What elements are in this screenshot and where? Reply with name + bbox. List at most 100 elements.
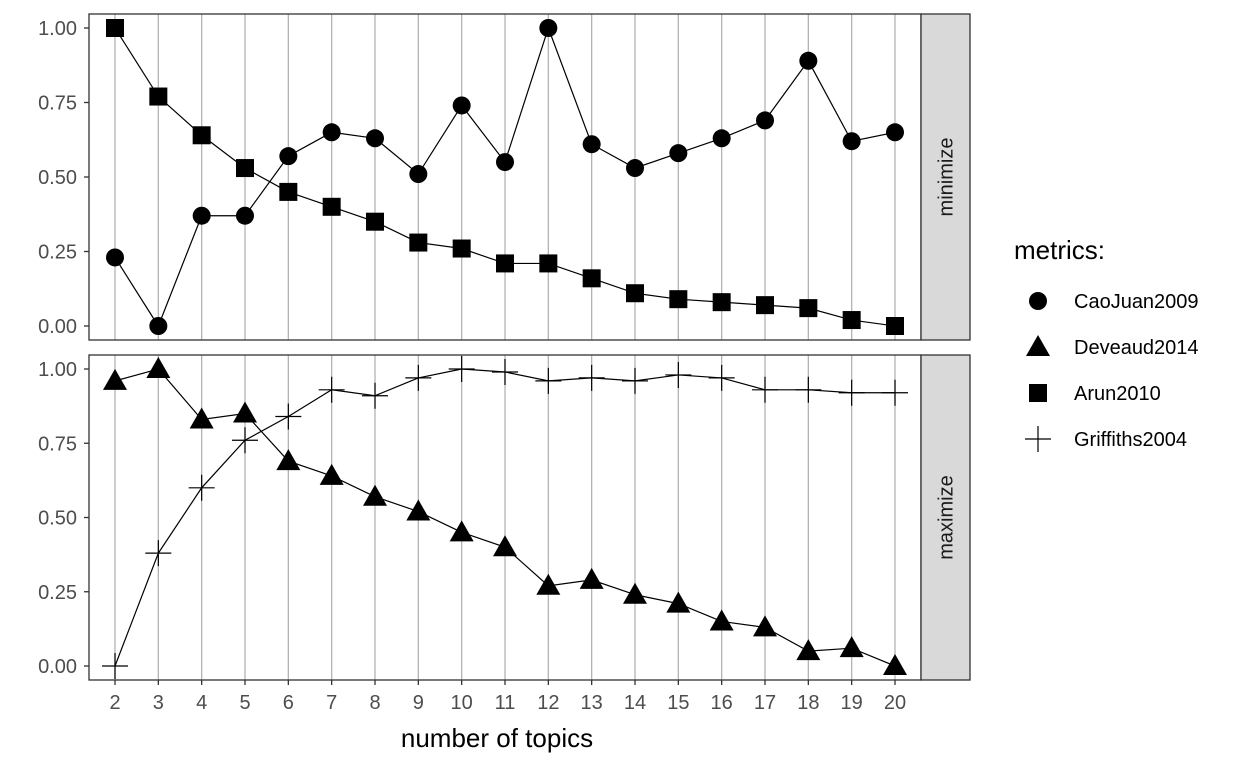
data-point bbox=[366, 212, 384, 231]
strip-label: minimize bbox=[936, 138, 958, 217]
x-tick-label: 3 bbox=[153, 692, 164, 714]
panels: minimize 0.00 0.25 0.50 0.75 1.00 maximize 0.00… bbox=[38, 13, 971, 714]
series-Arun2010 bbox=[106, 19, 904, 335]
legend-key bbox=[1025, 426, 1051, 452]
y-tick-label: 0.75 bbox=[38, 93, 77, 115]
data-point bbox=[452, 96, 471, 115]
data-point bbox=[322, 197, 341, 216]
data-point bbox=[236, 206, 254, 225]
data-point bbox=[366, 129, 384, 148]
x-tick-label: 9 bbox=[413, 692, 424, 714]
x-tick-label: 13 bbox=[581, 692, 603, 714]
legend-item: Griffiths2004 bbox=[1025, 426, 1187, 452]
data-point bbox=[275, 403, 302, 430]
series-CaoJuan2009 bbox=[106, 19, 904, 335]
data-point bbox=[796, 639, 821, 661]
data-point bbox=[189, 407, 214, 429]
data-point bbox=[496, 153, 514, 172]
data-point bbox=[756, 296, 774, 315]
data-point bbox=[795, 376, 822, 403]
data-point bbox=[149, 87, 168, 106]
data-point bbox=[753, 615, 777, 637]
data-point bbox=[708, 364, 735, 391]
data-point bbox=[452, 239, 471, 258]
data-point bbox=[106, 19, 124, 37]
x-tick-label: 7 bbox=[326, 692, 337, 714]
x-tick-label: 8 bbox=[369, 692, 380, 714]
data-point bbox=[322, 123, 341, 142]
data-point bbox=[539, 254, 558, 273]
y-tick-label: 1.00 bbox=[38, 359, 77, 381]
x-tick-label: 14 bbox=[624, 692, 646, 714]
legend-item: CaoJuan2009 bbox=[1029, 291, 1199, 313]
x-axis-title: number of topics bbox=[401, 723, 593, 753]
data-point bbox=[886, 317, 904, 335]
series-Deveaud2014 bbox=[103, 357, 907, 675]
data-point bbox=[622, 367, 648, 394]
strip-box bbox=[920, 354, 971, 681]
strip-label: maximize bbox=[936, 475, 958, 559]
data-point bbox=[146, 357, 171, 378]
y-tick-label: 0.50 bbox=[38, 508, 77, 530]
legend: metrics: CaoJuan2009 Deveaud2014 Arun2010 G… bbox=[1014, 235, 1199, 452]
data-point bbox=[539, 19, 558, 37]
data-point bbox=[319, 463, 344, 485]
data-point bbox=[799, 51, 818, 70]
data-point bbox=[493, 535, 517, 557]
data-point bbox=[669, 144, 688, 163]
data-point bbox=[276, 449, 301, 471]
data-point bbox=[666, 591, 691, 613]
data-point bbox=[578, 364, 605, 391]
data-point bbox=[279, 147, 298, 166]
x-tick-label: 18 bbox=[797, 692, 819, 714]
panel-minimize: minimize 0.00 0.25 0.50 0.75 1.00 bbox=[38, 13, 971, 341]
data-point bbox=[839, 636, 864, 658]
legend-label: Griffiths2004 bbox=[1074, 429, 1187, 451]
y-tick-label: 0.75 bbox=[38, 433, 77, 455]
data-point bbox=[188, 474, 215, 501]
x-tick-label: 17 bbox=[754, 692, 776, 714]
x-tick-label: 20 bbox=[884, 692, 906, 714]
legend-key bbox=[1029, 384, 1047, 402]
data-point bbox=[883, 654, 907, 675]
data-point bbox=[536, 573, 561, 595]
data-point bbox=[842, 132, 861, 151]
y-tick-label: 0.00 bbox=[38, 316, 77, 338]
data-point bbox=[665, 361, 692, 388]
data-point bbox=[886, 123, 904, 142]
data-point bbox=[409, 165, 428, 184]
legend-item: Arun2010 bbox=[1029, 383, 1161, 405]
data-point bbox=[192, 126, 211, 145]
x-tick-label: 6 bbox=[283, 692, 294, 714]
legend-item: Deveaud2014 bbox=[1026, 335, 1199, 359]
legend-title: metrics: bbox=[1014, 235, 1105, 265]
data-point bbox=[149, 317, 168, 335]
data-point bbox=[496, 254, 514, 273]
data-point bbox=[318, 376, 345, 403]
data-point bbox=[236, 159, 254, 178]
data-point bbox=[279, 182, 298, 201]
x-tick-label: 10 bbox=[451, 692, 473, 714]
series-Griffiths2004 bbox=[102, 356, 908, 679]
y-tick-label: 0.50 bbox=[38, 167, 77, 189]
x-tick-label: 15 bbox=[667, 692, 689, 714]
data-point bbox=[405, 364, 432, 391]
y-tick-label: 0.00 bbox=[38, 656, 77, 678]
data-point bbox=[712, 293, 731, 312]
data-point bbox=[492, 358, 518, 385]
x-tick-label: 5 bbox=[239, 692, 250, 714]
x-tick-label: 2 bbox=[109, 692, 120, 714]
data-point bbox=[192, 206, 211, 225]
legend-label: Arun2010 bbox=[1074, 383, 1161, 405]
data-point bbox=[363, 484, 387, 506]
data-point bbox=[756, 111, 774, 130]
legend-key bbox=[1026, 335, 1050, 356]
data-point bbox=[448, 356, 475, 382]
data-point bbox=[712, 129, 731, 148]
data-point bbox=[842, 311, 861, 330]
data-point bbox=[233, 401, 257, 423]
data-point bbox=[535, 367, 562, 394]
data-point bbox=[145, 540, 172, 567]
data-point bbox=[232, 427, 258, 454]
